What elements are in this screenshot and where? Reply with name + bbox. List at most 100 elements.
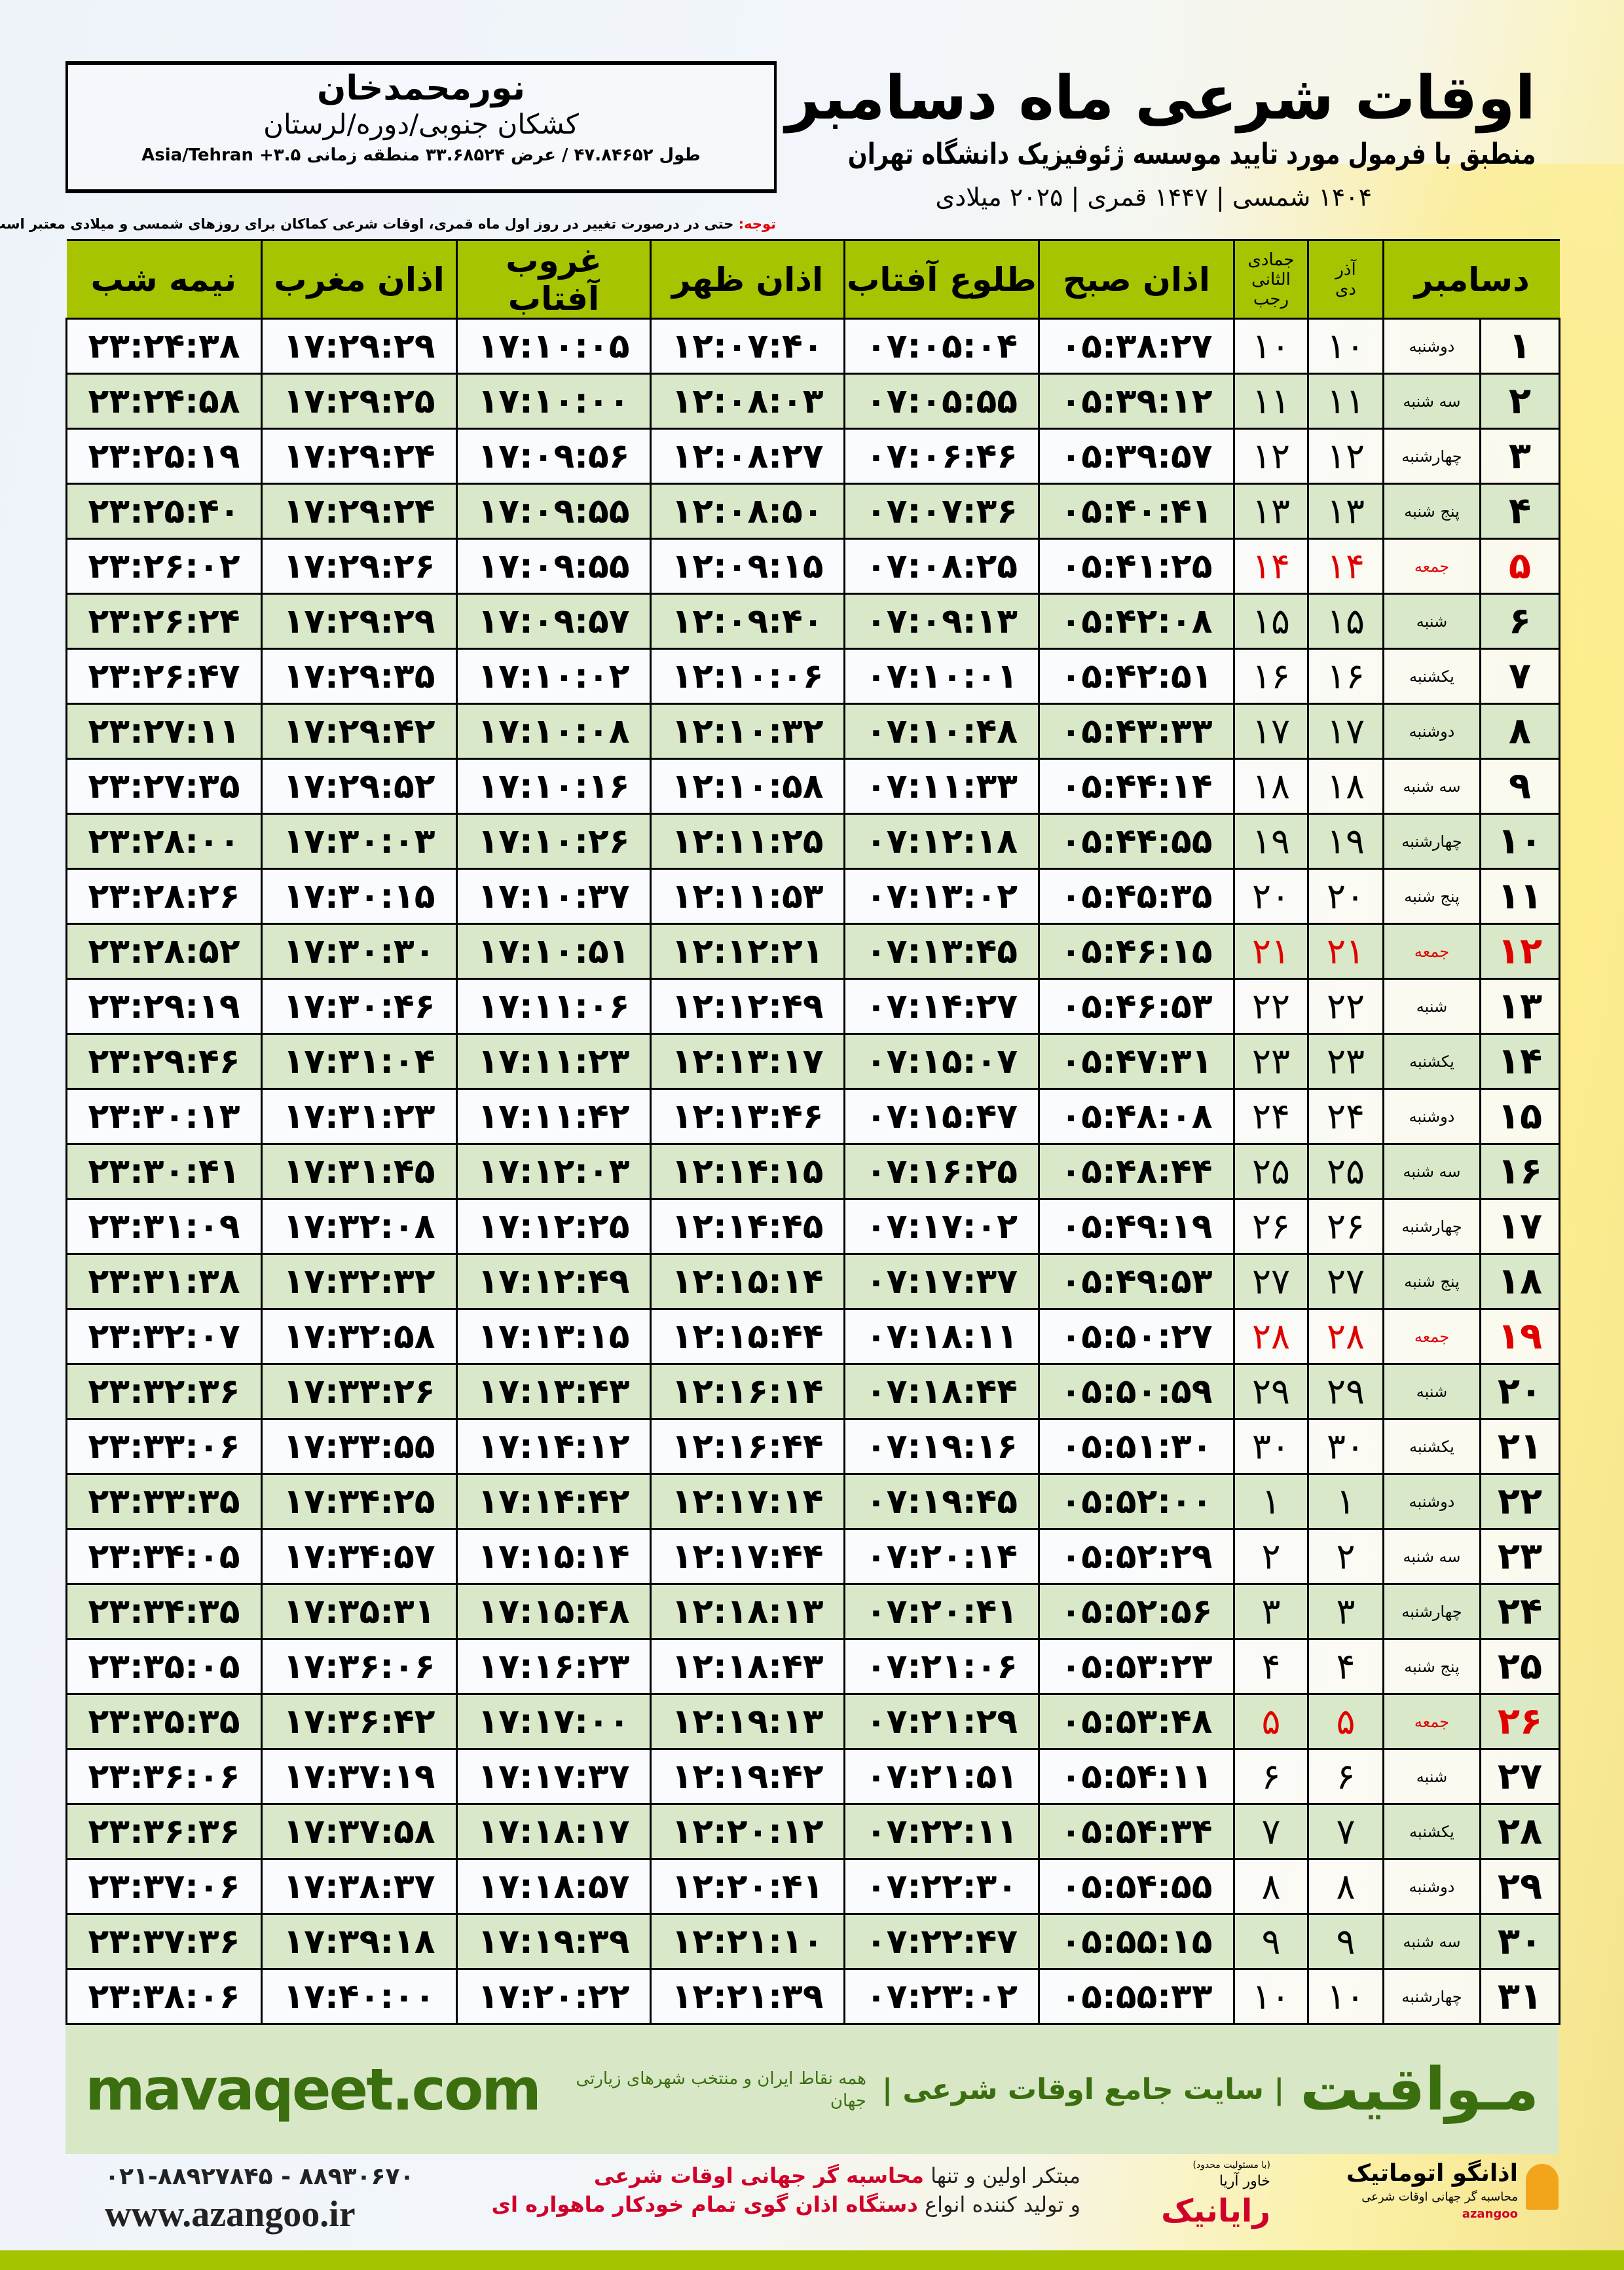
- cell-fajr: ۰۵:۴۶:۵۳: [1038, 978, 1235, 1035]
- cell-dhuhr: ۱۲:۰۸:۰۳: [650, 373, 845, 430]
- cell-shamsi: ۱۳: [1307, 483, 1384, 540]
- header-shamsi: آذر دی: [1307, 239, 1384, 320]
- page-title: اوقات شرعی ماه دسامبر: [785, 63, 1536, 133]
- cell-maghrib: ۱۷:۳۴:۲۵: [261, 1473, 458, 1530]
- cell-weekday: پنج شنبه: [1382, 483, 1482, 540]
- cell-shamsi: ۲۱: [1307, 923, 1384, 980]
- cell-fajr: ۰۵:۴۴:۱۴: [1038, 758, 1235, 815]
- cell-day: ۸: [1479, 703, 1561, 760]
- cell-fajr: ۰۵:۵۰:۲۷: [1038, 1308, 1235, 1365]
- cell-maghrib: ۱۷:۲۹:۲۴: [261, 428, 458, 485]
- cell-day: ۲۲: [1479, 1473, 1561, 1530]
- azangoo-logo-texts: اذانگو اتوماتیک محاسبه گر جهانی اوقات شر…: [1346, 2159, 1518, 2223]
- footer-site-url[interactable]: mavaqeet.com: [85, 2056, 542, 2123]
- cell-midnight: ۲۳:۲۴:۵۸: [65, 373, 263, 430]
- cell-midnight: ۲۳:۳۷:۳۶: [65, 1913, 263, 1970]
- cell-day: ۲۷: [1479, 1748, 1561, 1805]
- cell-weekday: جمعه: [1382, 1693, 1482, 1750]
- table-row: ۲۵ پنج شنبه ۴ ۴ ۰۵:۵۳:۲۳ ۰۷:۲۱:۰۶ ۱۲:۱۸:۴۳ ۱۷:۱…: [65, 1638, 1561, 1695]
- cell-day: ۱۲: [1479, 923, 1561, 980]
- cell-fajr: ۰۵:۴۳:۳۳: [1038, 703, 1235, 760]
- cell-sunset: ۱۷:۲۰:۲۲: [456, 1968, 652, 2025]
- cell-shamsi: ۱۸: [1307, 758, 1384, 815]
- cell-hijri: ۲۹: [1233, 1363, 1309, 1420]
- cell-maghrib: ۱۷:۳۸:۳۷: [261, 1858, 458, 1915]
- cell-sunset: ۱۷:۱۵:۴۸: [456, 1583, 652, 1640]
- cell-day: ۷: [1479, 648, 1561, 705]
- cell-sunset: ۱۷:۱۰:۱۶: [456, 758, 652, 815]
- table-row: ۴ پنج شنبه ۱۳ ۱۳ ۰۵:۴۰:۴۱ ۰۷:۰۷:۳۶ ۱۲:۰۸:۵۰ ۱۷:…: [65, 483, 1561, 540]
- cell-maghrib: ۱۷:۲۹:۲۹: [261, 318, 458, 375]
- cell-day: ۵: [1479, 538, 1561, 595]
- promo-line2-a: و تولید کننده انواع: [917, 2192, 1080, 2217]
- cell-fajr: ۰۵:۵۵:۳۳: [1038, 1968, 1235, 2025]
- cell-fajr: ۰۵:۴۰:۴۱: [1038, 483, 1235, 540]
- header-hijri: جمادی الثانی رجب: [1233, 239, 1308, 320]
- contact-website[interactable]: www.azangoo.ir: [105, 2194, 356, 2235]
- location-city: نورمحمدخان: [316, 69, 526, 108]
- cell-hijri: ۲۸: [1233, 1308, 1309, 1365]
- cell-weekday: دوشنبه: [1382, 703, 1482, 760]
- location-region: کشکان جنوبی/دوره/لرستان: [263, 108, 579, 140]
- cell-maghrib: ۱۷:۳۰:۳۰: [261, 923, 458, 980]
- cell-hijri: ۲۱: [1233, 923, 1309, 980]
- cell-weekday: چهارشنبه: [1382, 428, 1482, 485]
- cell-day: ۲۴: [1479, 1583, 1561, 1640]
- year-line: ۱۴۰۴ شمسی | ۱۴۴۷ قمری | ۲۰۲۵ میلادی: [935, 183, 1372, 212]
- cell-maghrib: ۱۷:۳۷:۵۸: [261, 1803, 458, 1860]
- promo-text: مبتکر اولین و تنها محاسبه گر جهانی اوقات…: [485, 2161, 1080, 2219]
- cell-weekday: سه شنبه: [1382, 373, 1482, 430]
- cell-sunrise: ۰۷:۲۱:۵۱: [843, 1748, 1040, 1805]
- cell-midnight: ۲۳:۲۶:۰۲: [65, 538, 263, 595]
- cell-shamsi: ۳: [1307, 1583, 1384, 1640]
- cell-midnight: ۲۳:۳۰:۱۳: [65, 1088, 263, 1145]
- cell-shamsi: ۳۰: [1307, 1418, 1384, 1475]
- table-row: ۳۰ سه شنبه ۹ ۹ ۰۵:۵۵:۱۵ ۰۷:۲۲:۴۷ ۱۲:۲۱:۱۰ ۱۷:۱۹…: [65, 1913, 1561, 1970]
- cell-weekday: یکشنبه: [1382, 648, 1482, 705]
- cell-sunrise: ۰۷:۱۱:۳۳: [843, 758, 1040, 815]
- cell-maghrib: ۱۷:۳۱:۲۳: [261, 1088, 458, 1145]
- cell-weekday: شنبه: [1382, 978, 1482, 1035]
- cell-maghrib: ۱۷:۳۲:۳۲: [261, 1253, 458, 1310]
- cell-maghrib: ۱۷:۲۹:۲۵: [261, 373, 458, 430]
- cell-dhuhr: ۱۲:۱۶:۱۴: [650, 1363, 845, 1420]
- cell-midnight: ۲۳:۲۵:۴۰: [65, 483, 263, 540]
- table-row: ۳ چهارشنبه ۱۲ ۱۲ ۰۵:۳۹:۵۷ ۰۷:۰۶:۴۶ ۱۲:۰۸:۲۷ ۱۷:…: [65, 428, 1561, 485]
- cell-sunset: ۱۷:۱۰:۳۷: [456, 868, 652, 925]
- table-row: ۲۱ یکشنبه ۳۰ ۳۰ ۰۵:۵۱:۳۰ ۰۷:۱۹:۱۶ ۱۲:۱۶:۴۴ ۱۷:۱…: [65, 1418, 1561, 1475]
- cell-sunrise: ۰۷:۱۸:۱۱: [843, 1308, 1040, 1365]
- cell-maghrib: ۱۷:۳۰:۱۵: [261, 868, 458, 925]
- cell-fajr: ۰۵:۵۴:۱۱: [1038, 1748, 1235, 1805]
- cell-hijri: ۲۵: [1233, 1143, 1309, 1200]
- cell-weekday: یکشنبه: [1382, 1803, 1482, 1860]
- cell-day: ۲۰: [1479, 1363, 1561, 1420]
- cell-weekday: پنج شنبه: [1382, 1638, 1482, 1695]
- cell-dhuhr: ۱۲:۱۰:۵۸: [650, 758, 845, 815]
- cell-day: ۹: [1479, 758, 1561, 815]
- cell-maghrib: ۱۷:۳۲:۵۸: [261, 1308, 458, 1365]
- cell-fajr: ۰۵:۴۲:۵۱: [1038, 648, 1235, 705]
- cell-sunset: ۱۷:۰۹:۵۵: [456, 483, 652, 540]
- cell-fajr: ۰۵:۵۵:۱۵: [1038, 1913, 1235, 1970]
- cell-sunrise: ۰۷:۱۳:۰۲: [843, 868, 1040, 925]
- bottom-accent-bar: [0, 2250, 1624, 2270]
- cell-dhuhr: ۱۲:۱۴:۱۵: [650, 1143, 845, 1200]
- cell-hijri: ۱: [1233, 1473, 1309, 1530]
- cell-midnight: ۲۳:۳۶:۳۶: [65, 1803, 263, 1860]
- cell-fajr: ۰۵:۳۹:۵۷: [1038, 428, 1235, 485]
- azangoo-logo-text: اذانگو اتوماتیک: [1346, 2160, 1518, 2187]
- cell-hijri: ۵: [1233, 1693, 1309, 1750]
- cell-dhuhr: ۱۲:۰۹:۱۵: [650, 538, 845, 595]
- cell-sunset: ۱۷:۱۰:۰۰: [456, 373, 652, 430]
- cell-weekday: دوشنبه: [1382, 1088, 1482, 1145]
- cell-midnight: ۲۳:۲۷:۳۵: [65, 758, 263, 815]
- cell-sunset: ۱۷:۱۷:۰۰: [456, 1693, 652, 1750]
- cell-midnight: ۲۳:۲۵:۱۹: [65, 428, 263, 485]
- cell-sunrise: ۰۷:۱۵:۴۷: [843, 1088, 1040, 1145]
- cell-weekday: سه شنبه: [1382, 1528, 1482, 1585]
- cell-midnight: ۲۳:۳۲:۰۷: [65, 1308, 263, 1365]
- cell-day: ۱۸: [1479, 1253, 1561, 1310]
- cell-dhuhr: ۱۲:۱۳:۴۶: [650, 1088, 845, 1145]
- table-row: ۱۸ پنج شنبه ۲۷ ۲۷ ۰۵:۴۹:۵۳ ۰۷:۱۷:۳۷ ۱۲:۱۵:۱۴ ۱۷…: [65, 1253, 1561, 1310]
- cell-dhuhr: ۱۲:۱۴:۴۵: [650, 1198, 845, 1255]
